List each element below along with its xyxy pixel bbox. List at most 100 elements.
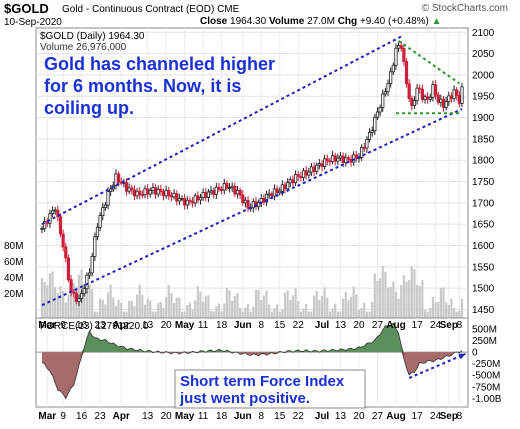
volume-bar	[202, 301, 205, 318]
price-tick-label: 1700	[472, 198, 495, 209]
candle-body	[164, 189, 168, 197]
volume-bar	[191, 309, 194, 318]
volume-bar	[262, 295, 265, 318]
volume-bar	[431, 296, 435, 318]
volume-bar	[143, 304, 147, 318]
volume-bar	[157, 303, 160, 318]
volume-bar	[252, 306, 255, 318]
candle-body	[270, 193, 274, 197]
candle-body	[132, 189, 137, 197]
candle-body	[58, 216, 63, 235]
brand-watermark: © StockCharts.com	[421, 3, 508, 14]
x-tick-label-mid: 16	[76, 320, 88, 331]
volume-bar	[305, 304, 308, 318]
candle-body	[365, 139, 369, 149]
volume-bar	[281, 309, 284, 318]
candle-body	[418, 87, 422, 90]
volume-bar	[408, 279, 411, 318]
x-tick-label-mid: Mar	[38, 320, 56, 331]
candle-body	[275, 188, 279, 194]
volume-bar	[437, 301, 440, 318]
volume-bar	[225, 287, 229, 318]
price-tick-label: 1500	[472, 284, 495, 295]
volume-bar	[421, 280, 424, 318]
volume-bar	[357, 310, 361, 318]
candle-body	[98, 215, 102, 228]
volume-bar	[286, 290, 289, 318]
volume-bar	[154, 311, 157, 318]
up-arrow-icon: ▲	[431, 16, 442, 27]
price-tick-label: 2050	[472, 49, 495, 60]
candle-body	[373, 116, 377, 131]
volume-bar	[302, 308, 305, 318]
volume-bar	[254, 289, 258, 318]
volume-bar	[101, 299, 104, 318]
volume-bar	[289, 299, 292, 318]
candle-body	[53, 209, 57, 212]
candle-body	[143, 188, 147, 196]
candle-body	[375, 111, 380, 118]
candle-body	[296, 174, 300, 177]
price-legend-title: $GOLD (Daily) 1964.30	[40, 31, 145, 42]
volume-bar	[244, 307, 247, 318]
volume-bar	[67, 294, 70, 318]
candle-body	[87, 272, 92, 276]
volume-bar	[315, 291, 318, 318]
x-tick-label-mid: 17	[412, 320, 424, 331]
price-tick-label: 1600	[472, 241, 495, 252]
volume-bar	[133, 306, 136, 318]
force-tick-label: 500M	[472, 324, 497, 335]
volume-bar	[442, 287, 445, 318]
candle-body	[40, 228, 44, 230]
volume-bar	[386, 287, 390, 318]
force-negative-area	[42, 352, 462, 399]
volume-bar	[207, 295, 210, 318]
volume-bar	[151, 311, 155, 318]
volume-bar	[394, 291, 398, 318]
volume-bar	[299, 311, 302, 318]
volume-bar	[278, 311, 281, 318]
candle-body	[175, 193, 179, 202]
candle-body	[394, 47, 398, 66]
volume-bar	[249, 311, 252, 318]
candle-body	[77, 298, 81, 302]
x-tick-label-mid: Jul	[315, 320, 330, 331]
volume-bar	[106, 292, 110, 318]
candle-body	[93, 236, 97, 257]
force-tick-label: -750M	[472, 382, 500, 393]
volume-bar	[363, 302, 366, 318]
candle-body	[299, 175, 303, 178]
volume-bar	[283, 292, 287, 318]
candle-body	[167, 189, 171, 197]
volume-bar	[146, 298, 149, 318]
price-annotation-line: Gold has channeled higher	[44, 54, 275, 74]
candle-body	[212, 190, 216, 195]
x-tick-label-bottom: 8	[457, 411, 463, 422]
volume-bar	[183, 311, 186, 318]
x-tick-label-bottom: 22	[293, 411, 305, 422]
volume-bar	[352, 286, 355, 318]
volume-bar	[371, 302, 374, 318]
candle-body	[109, 188, 113, 192]
volume-bar	[397, 298, 400, 318]
volume-bar	[236, 292, 239, 318]
volume-bar	[96, 311, 99, 318]
price-tick-label: 1850	[472, 134, 495, 145]
candle-body	[222, 183, 226, 191]
volume-bar	[452, 307, 456, 318]
candle-body	[317, 163, 321, 166]
volume-bar	[336, 311, 339, 318]
volume-bar	[196, 285, 199, 318]
force-line	[41, 322, 463, 400]
candle-body	[420, 88, 424, 100]
x-tick-label-mid: 13	[142, 320, 154, 331]
candle-body	[391, 64, 395, 73]
candle-body	[130, 187, 134, 191]
candle-body	[101, 207, 105, 216]
x-tick-label-mid: 11	[198, 320, 209, 331]
candle-body	[243, 199, 247, 204]
volume-bar	[175, 297, 178, 318]
candle-body	[103, 204, 107, 208]
volume-bar	[384, 271, 387, 318]
volume-bar	[135, 294, 139, 318]
